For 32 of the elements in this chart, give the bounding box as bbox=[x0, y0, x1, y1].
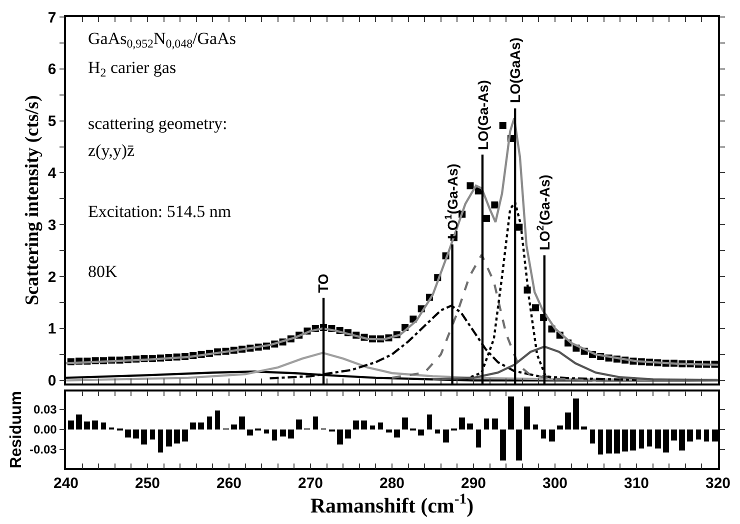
y-tick-label: 7 bbox=[48, 9, 56, 26]
y-tick-label: 0 bbox=[48, 372, 56, 390]
annotation: GaAs$_{0,952}$N$_{0,048}$/GaAs bbox=[88, 29, 236, 51]
annotation: 80K bbox=[88, 262, 118, 281]
x-tick-label: 320 bbox=[705, 474, 731, 492]
y-tick-label: 5 bbox=[48, 113, 56, 130]
x-tick-label: 300 bbox=[542, 474, 568, 492]
annotation: Excitation: 514.5 nm bbox=[88, 202, 232, 221]
y-tick-label: 6 bbox=[48, 61, 56, 78]
x-tick-label: 270 bbox=[298, 474, 324, 492]
x-tick-label: 280 bbox=[379, 474, 405, 492]
x-tick-label: 290 bbox=[460, 474, 486, 492]
y-axis-title: Scattering intensity (cts/s) bbox=[22, 95, 44, 306]
annotation: H$_{2}$ carier gas bbox=[88, 58, 176, 80]
y-tick-label: 4 bbox=[48, 164, 57, 182]
y-axis-title: Residuum bbox=[8, 391, 25, 468]
y-tick-label: 2 bbox=[48, 268, 56, 286]
x-tick-label: 250 bbox=[134, 474, 160, 492]
x-tick-label: 310 bbox=[624, 474, 650, 492]
y-tick-label: 0.03 bbox=[33, 402, 58, 417]
y-tick-label: 1 bbox=[48, 320, 56, 338]
y-tick-label: -0.03 bbox=[29, 442, 58, 457]
y-tick-label: 3 bbox=[48, 216, 56, 234]
annotation: LO(GaAs) bbox=[507, 38, 524, 103]
annotation: TO bbox=[315, 274, 332, 293]
annotation: LO(Ga-As) bbox=[474, 80, 491, 150]
x-tick-label: 240 bbox=[53, 474, 79, 492]
y-tick-label: 0.00 bbox=[33, 422, 58, 437]
annotation: scattering geometry: bbox=[88, 114, 228, 133]
x-axis-title: Ramanshift (cm$^{-1}$) bbox=[310, 492, 474, 518]
x-tick-label: 260 bbox=[216, 474, 242, 492]
annotation: z(y,y)z̄ bbox=[88, 141, 136, 160]
